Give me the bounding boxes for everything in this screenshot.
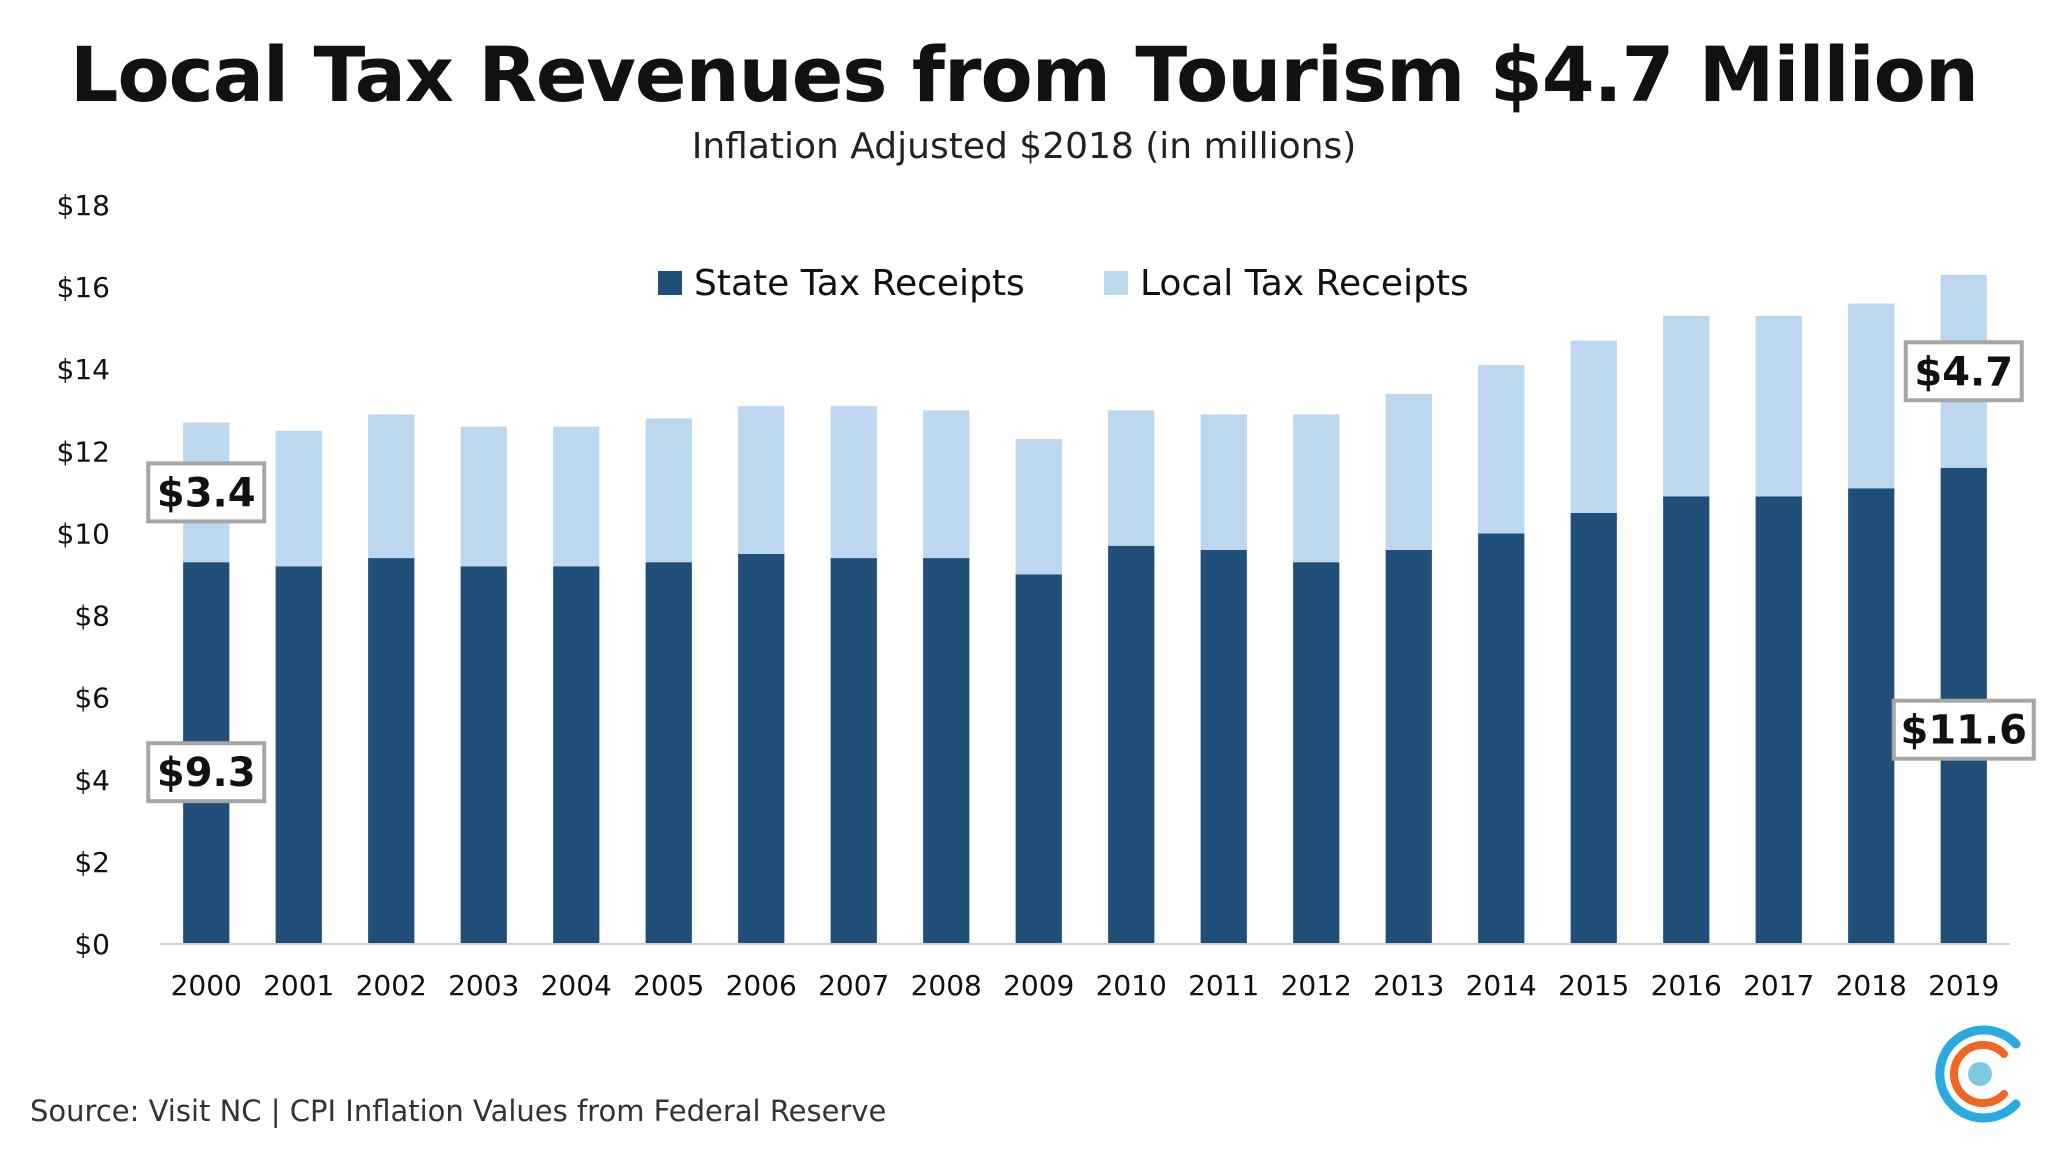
bar-local-tax [1385, 393, 1432, 550]
bar-state-tax [738, 553, 785, 944]
x-tick-label: 2008 [911, 969, 982, 1002]
y-tick-label: $16 [57, 271, 110, 304]
bar-local-tax [1108, 410, 1155, 546]
bar-state-tax [1200, 549, 1247, 944]
x-tick-label: 2010 [1096, 969, 1167, 1002]
callout-label: $4.7 [1914, 349, 2013, 395]
callout-label: $11.6 [1900, 708, 2027, 754]
legend-label-local: Local Tax Receipts [1140, 263, 1469, 304]
y-tick-label: $0 [74, 928, 110, 961]
bar-state-tax [1755, 496, 1802, 944]
callout-box [1903, 340, 2024, 403]
bar-local-tax [1755, 315, 1802, 497]
y-tick-label: $12 [57, 435, 110, 468]
callout-label: $9.3 [157, 750, 256, 796]
bar-local-tax [1015, 439, 1062, 575]
bar-state-tax [275, 566, 322, 944]
bar-state-tax [368, 558, 415, 944]
y-tick-label: $6 [74, 682, 110, 715]
bar-local-tax [368, 414, 415, 559]
x-tick-label: 2014 [1466, 969, 1537, 1002]
chart-subtitle: Inflation Adjusted $2018 (in millions) [691, 126, 1357, 167]
bar-state-tax [1385, 549, 1432, 944]
bar-local-tax [275, 430, 322, 567]
concentric-c-logo-icon [1935, 1025, 2021, 1123]
bar-local-tax [460, 426, 507, 567]
bar-local-tax [1663, 315, 1710, 497]
y-axis-ticks: $0 $2 $4 $6 $8 $10 $12 $14 $16 $18 [57, 189, 110, 961]
chart-title: Local Tax Revenues from Tourism $4.7 Mil… [70, 30, 1979, 119]
y-tick-label: $10 [57, 517, 110, 550]
x-tick-label: 2016 [1651, 969, 1722, 1002]
x-tick-label: 2011 [1188, 969, 1259, 1002]
x-tick-label: 2006 [726, 969, 797, 1002]
legend: State Tax Receipts Local Tax Receipts [658, 263, 1469, 304]
bar-local-tax [553, 426, 600, 567]
bar-local-tax [1570, 340, 1617, 513]
bar-state-tax [460, 566, 507, 944]
bar-state-tax [1108, 545, 1155, 944]
x-tick-label: 2003 [448, 969, 519, 1002]
bar-local-tax [645, 418, 692, 563]
bar-local-tax [1200, 414, 1247, 550]
y-tick-label: $18 [57, 189, 110, 222]
x-tick-label: 2012 [1281, 969, 1352, 1002]
bar-state-tax [1848, 488, 1895, 944]
bar-state-tax [1015, 574, 1062, 944]
x-tick-label: 2013 [1373, 969, 1444, 1002]
callout-box [1891, 698, 2036, 761]
callout-box [146, 741, 267, 804]
x-tick-label: 2002 [356, 969, 427, 1002]
bar-state-tax [553, 566, 600, 944]
x-axis-ticks: 2000 2001 2002 2003 2004 2005 2006 2007 2008 2009… [171, 969, 2000, 1002]
bar-local-tax [1478, 365, 1525, 534]
y-tick-label: $4 [74, 764, 110, 797]
x-tick-label: 2015 [1558, 969, 1629, 1002]
x-tick-label: 2007 [818, 969, 889, 1002]
legend-swatch-state [658, 271, 682, 295]
bar-local-tax [738, 406, 785, 554]
bars [183, 274, 1987, 944]
x-tick-label: 2005 [633, 969, 704, 1002]
legend-swatch-local [1104, 271, 1128, 295]
callouts: $3.4 $9.3 $4.7 $11.6 [146, 340, 2036, 804]
x-tick-label: 2004 [541, 969, 612, 1002]
y-tick-label: $14 [57, 353, 110, 386]
bar-state-tax [1478, 533, 1525, 944]
bar-local-tax [923, 410, 970, 559]
bar-local-tax [1293, 414, 1340, 563]
legend-label-state: State Tax Receipts [694, 263, 1025, 304]
x-tick-label: 2019 [1928, 969, 1999, 1002]
x-tick-label: 2018 [1836, 969, 1907, 1002]
source-note: Source: Visit NC | CPI Inflation Values … [30, 1094, 887, 1128]
bar-state-tax [1663, 496, 1710, 944]
bar-state-tax [1570, 512, 1617, 944]
x-tick-label: 2009 [1003, 969, 1074, 1002]
x-tick-label: 2001 [263, 969, 334, 1002]
bar-local-tax [1848, 303, 1895, 489]
bar-state-tax [830, 558, 877, 944]
y-tick-label: $8 [74, 600, 110, 633]
callout-label: $3.4 [157, 470, 256, 516]
bar-local-tax [830, 406, 877, 559]
bar-state-tax [923, 558, 970, 944]
x-tick-label: 2000 [171, 969, 242, 1002]
x-tick-label: 2017 [1743, 969, 1814, 1002]
bar-state-tax [1293, 562, 1340, 944]
callout-box [146, 461, 267, 524]
y-tick-label: $2 [74, 846, 110, 879]
bar-state-tax [645, 562, 692, 944]
